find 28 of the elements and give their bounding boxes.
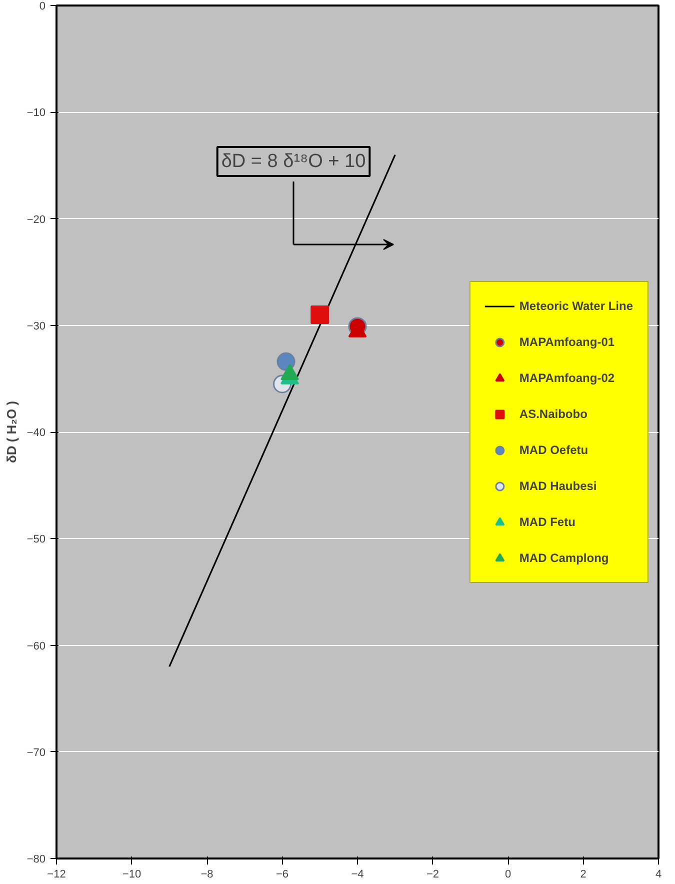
y-tick-label: −30 [26,320,46,332]
y-tick-label: −60 [26,640,46,652]
x-tick-label: −4 [351,868,364,880]
legend-label: MAD Fetu [519,514,576,528]
legend-label: MAD Haubesi [519,478,597,492]
x-tick-label: −10 [122,868,142,880]
y-tick-label: −20 [26,214,46,226]
x-tick-label: −12 [47,868,66,880]
x-tick-label: −6 [276,868,289,880]
x-tick-label: −8 [200,868,214,880]
legend-label: MAD Camplong [519,550,609,564]
y-tick-label: −10 [26,107,46,120]
y-tick-label: −40 [26,427,46,439]
legend-label: MAPAmfoang-02 [519,370,615,384]
x-tick-label: 4 [655,868,662,880]
y-tick-label: 0 [39,0,46,12]
legend-label: MAD Oefetu [519,442,588,456]
legend-label: Meteoric Water Line [519,298,633,312]
legend-label: AS.Naibobo [519,406,588,420]
y-tick-label: −70 [26,746,46,759]
y-tick-label: −50 [26,534,46,546]
y-tick-label: −80 [26,854,46,866]
x-tick-label: 0 [504,868,512,880]
legend-label: MAPAmfoang-01 [519,334,615,348]
y-axis-title: δD ( H₂O ) [4,400,19,464]
x-tick-label: 2 [580,868,586,880]
annotation: δD = 8 δ¹⁸O + 10 [221,151,366,172]
x-tick-label: −2 [426,868,440,880]
